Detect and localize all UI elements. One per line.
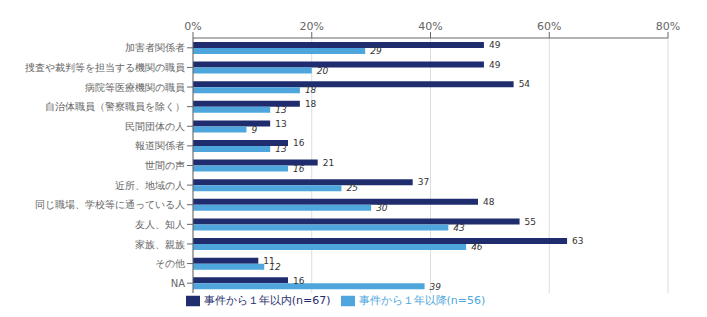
svg-text:11: 11 xyxy=(263,255,275,266)
svg-text:家族、親族: 家族、親族 xyxy=(135,239,185,250)
svg-text:29: 29 xyxy=(370,46,382,56)
svg-text:49: 49 xyxy=(489,60,501,70)
svg-text:その他: その他 xyxy=(155,258,185,269)
svg-text:54: 54 xyxy=(519,79,531,89)
svg-text:加害者関係者: 加害者関係者 xyxy=(125,42,185,53)
svg-text:20%: 20% xyxy=(300,20,324,33)
svg-text:同じ職場、学校等に通っている人: 同じ職場、学校等に通っている人 xyxy=(35,199,185,210)
svg-text:25: 25 xyxy=(346,183,358,193)
svg-text:16: 16 xyxy=(293,138,305,148)
svg-text:60%: 60% xyxy=(537,20,561,33)
svg-text:13: 13 xyxy=(275,105,287,115)
html-text:事件から１年以内(n=67): 事件から１年以内(n=67) xyxy=(203,294,331,307)
svg-text:病院等医療機関の職員: 病院等医療機関の職員 xyxy=(85,82,185,93)
svg-text:9: 9 xyxy=(251,125,257,135)
svg-text:37: 37 xyxy=(418,177,429,187)
svg-text:NA: NA xyxy=(171,278,185,289)
svg-text:63: 63 xyxy=(572,236,583,246)
svg-text:13: 13 xyxy=(275,144,287,154)
svg-text:民間団体の人: 民間団体の人 xyxy=(125,121,185,132)
svg-text:16: 16 xyxy=(293,276,305,286)
svg-text:40%: 40% xyxy=(418,20,442,33)
svg-text:21: 21 xyxy=(323,158,334,168)
svg-text:80%: 80% xyxy=(656,20,680,33)
html-text:事件から１年以降(n=56): 事件から１年以降(n=56) xyxy=(358,294,486,307)
svg-text:18: 18 xyxy=(305,99,317,109)
svg-text:20: 20 xyxy=(317,66,329,76)
svg-text:世間の声: 世間の声 xyxy=(145,160,185,171)
svg-text:0%: 0% xyxy=(184,20,201,33)
svg-text:55: 55 xyxy=(525,217,536,227)
svg-text:43: 43 xyxy=(453,223,465,233)
svg-text:48: 48 xyxy=(483,197,495,207)
svg-text:12: 12 xyxy=(269,262,281,272)
svg-text:39: 39 xyxy=(430,282,442,292)
svg-text:18: 18 xyxy=(305,85,317,95)
svg-text:近所、地域の人: 近所、地域の人 xyxy=(115,180,185,191)
svg-text:30: 30 xyxy=(376,203,388,213)
svg-text:49: 49 xyxy=(489,40,501,50)
svg-text:自治体職員（警察職員を除く）: 自治体職員（警察職員を除く） xyxy=(45,101,185,112)
svg-text:友人、知人: 友人、知人 xyxy=(135,219,185,230)
svg-text:16: 16 xyxy=(293,164,305,174)
svg-text:捜査や裁判等を担当する機関の職員: 捜査や裁判等を担当する機関の職員 xyxy=(25,62,185,73)
svg-text:報道関係者: 報道関係者 xyxy=(135,140,185,151)
svg-text:13: 13 xyxy=(275,119,286,129)
svg-text:46: 46 xyxy=(471,242,483,252)
